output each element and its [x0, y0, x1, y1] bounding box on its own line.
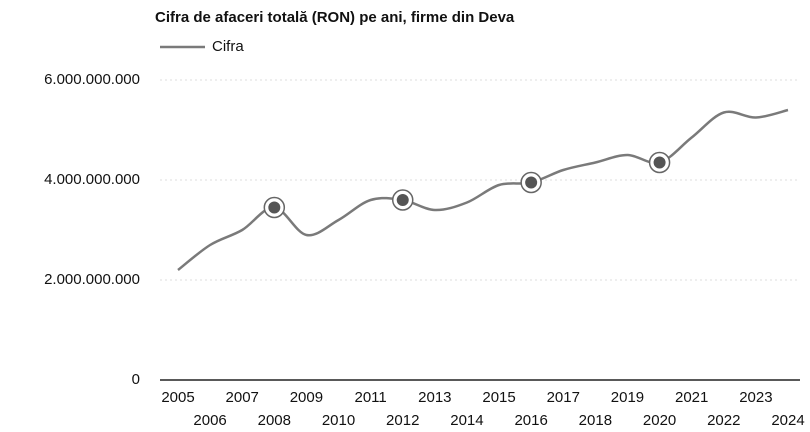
line [177, 108, 789, 271]
marker [653, 156, 666, 169]
marker [396, 194, 409, 206]
x-tick-label: 2007 [226, 389, 259, 406]
x-tick-label: 2010 [322, 412, 355, 429]
x-tick-label: 2020 [643, 412, 676, 429]
y-tick-label: 6.000.000.000 [44, 71, 140, 88]
x-tick-label: 2011 [354, 389, 386, 406]
y-tick-label: 2.000.000.000 [44, 271, 140, 288]
x-tick-label: 2021 [675, 389, 708, 406]
x-tick-label: 2009 [290, 389, 323, 406]
x-tick-label: 2012 [386, 412, 419, 429]
y-tick-label: 0 [132, 371, 140, 388]
legend-label: Cifra [212, 38, 244, 55]
x-tick-label: 2024 [771, 412, 804, 429]
x-tick-label: 2016 [514, 412, 547, 429]
x-tick-label: 2005 [161, 389, 194, 406]
x-tick-label: 2008 [258, 412, 291, 429]
x-tick-label: 2018 [579, 412, 612, 429]
x-tick-label: 2006 [193, 412, 226, 429]
chart-title: Cifra de afaceri totală (RON) pe ani, fi… [155, 9, 515, 26]
x-tick-label: 2015 [482, 389, 515, 406]
marker [268, 201, 281, 214]
x-tick-label: 2013 [418, 389, 451, 406]
x-tick-label: 2019 [611, 389, 644, 406]
marker [525, 176, 538, 189]
x-tick-label: 2022 [707, 412, 740, 429]
x-tick-label: 2023 [739, 389, 772, 406]
x-tick-label: 2014 [450, 412, 483, 429]
y-tick-label: 4.000.000.000 [44, 171, 140, 188]
x-tick-label: 2017 [547, 389, 580, 406]
